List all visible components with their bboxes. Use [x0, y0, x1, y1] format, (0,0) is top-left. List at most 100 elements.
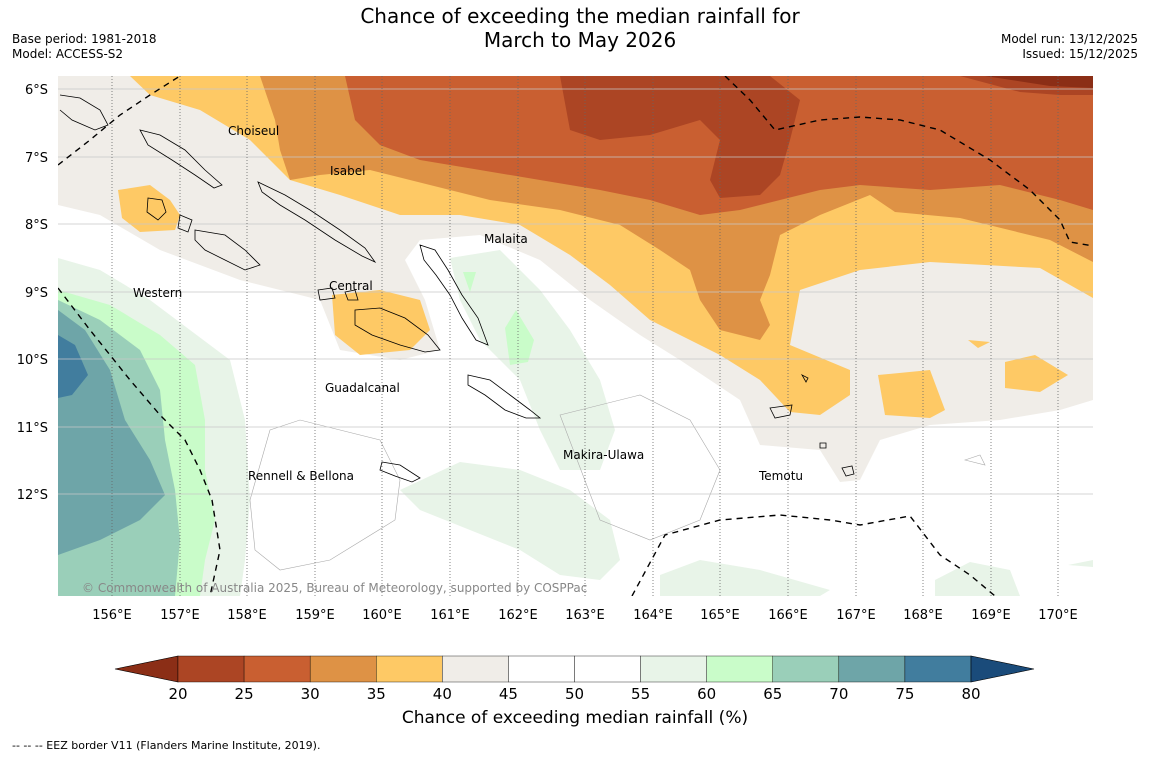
lon-label: 160°E	[362, 608, 402, 623]
band-35-40-east1	[878, 370, 945, 418]
island-makira	[467, 374, 542, 419]
lat-label: 11°S	[17, 421, 48, 436]
colorbar-tick-label: 30	[301, 685, 320, 703]
island-santa-cruz	[769, 404, 793, 419]
band-below-20	[985, 76, 1093, 88]
colorbar-segment	[508, 655, 575, 683]
label-temotu: Temotu	[758, 469, 803, 483]
label-makira: Makira-Ulawa	[563, 448, 644, 462]
island-reef	[800, 374, 809, 383]
band-55-60-se3	[1068, 560, 1093, 567]
model-run: Model run: 13/12/2025	[1000, 32, 1138, 46]
colorbar-segment	[574, 655, 641, 683]
colorbar-tick-label: 70	[829, 685, 848, 703]
island-rendova	[194, 229, 261, 271]
colorbar-extend-low	[114, 655, 179, 683]
label-isabel: Isabel	[330, 164, 365, 178]
colorbar-tick-label: 55	[631, 685, 650, 703]
island-malaita	[419, 244, 489, 346]
lon-label: 166°E	[768, 608, 808, 623]
colorbar-segment	[772, 655, 840, 683]
lon-labels: 156°E 157°E 158°E 159°E 160°E 161°E 162°…	[92, 608, 1078, 623]
lon-label: 163°E	[565, 608, 605, 623]
region-labels: Choiseul Isabel Malaita Western Central …	[133, 124, 803, 483]
band-55-60-south	[400, 462, 620, 580]
map-area: Choiseul Isabel Malaita Western Central …	[58, 76, 1093, 596]
lat-label: 6°S	[25, 83, 48, 98]
meta-left: Base period: 1981-2018 Model: ACCESS-S2	[12, 32, 157, 62]
lon-label: 169°E	[971, 608, 1011, 623]
colorbar-tick-label: 65	[763, 685, 782, 703]
lon-label: 165°E	[700, 608, 740, 623]
lon-label: 159°E	[295, 608, 335, 623]
band-35-40-east2	[1005, 355, 1068, 392]
lat-labels: 6°S 7°S 8°S 9°S 10°S 11°S 12°S	[17, 83, 48, 503]
colorbar-segment	[640, 655, 707, 683]
island-vella	[177, 214, 193, 233]
lon-label: 158°E	[227, 608, 267, 623]
meta-right: Model run: 13/12/2025 Issued: 15/12/2025	[1001, 32, 1138, 62]
lon-label: 162°E	[498, 608, 538, 623]
band-55-60-malaita	[450, 250, 615, 470]
label-central: Central	[329, 279, 373, 293]
lat-gridlines	[58, 88, 1093, 495]
island-guadalcanal	[354, 307, 441, 353]
colorbar-segment	[904, 655, 972, 683]
colorbar-tick-label: 35	[367, 685, 386, 703]
band-75-80-west	[58, 335, 88, 398]
lon-label: 168°E	[903, 608, 943, 623]
eez-footnote: -- -- -- EEZ border V11 (Flanders Marine…	[12, 739, 321, 752]
island-anuta	[819, 442, 827, 449]
contour-lines	[249, 394, 986, 571]
lon-label: 164°E	[633, 608, 673, 623]
colorbar-tick-label: 75	[895, 685, 914, 703]
label-guadalcanal: Guadalcanal	[325, 381, 400, 395]
colorbar-tick-label: 80	[961, 685, 980, 703]
colorbar-tick-label: 45	[499, 685, 518, 703]
colorbar-segment	[177, 655, 245, 683]
coastlines	[59, 94, 855, 483]
lat-label: 7°S	[25, 151, 48, 166]
model-name: Model: ACCESS-S2	[12, 47, 124, 61]
colorbar-segment	[376, 655, 443, 683]
band-35-40-central	[332, 290, 430, 355]
lon-label: 157°E	[160, 608, 200, 623]
colorbar-tick-label: 40	[433, 685, 452, 703]
colorbar-segment	[243, 655, 311, 683]
lat-label: 9°S	[25, 286, 48, 301]
eez-border	[58, 76, 1093, 596]
colorbar-segment	[706, 655, 773, 683]
band-35-40-western	[118, 185, 180, 232]
colorbar-tick-label: 20	[168, 685, 187, 703]
lon-label: 156°E	[92, 608, 132, 623]
island-tikopia	[841, 465, 855, 477]
label-malaita: Malaita	[484, 232, 528, 246]
map-title: Chance of exceeding the median rainfall …	[300, 4, 860, 52]
colorbar-tick-label: 50	[565, 685, 584, 703]
label-western: Western	[133, 286, 182, 300]
label-rennell: Rennell & Bellona	[248, 469, 354, 483]
colorbar: 20 25 30 35 40 45 50 55 60 65 70 75 80	[114, 655, 1035, 703]
island-rennell	[379, 461, 421, 483]
lon-label: 167°E	[836, 608, 876, 623]
colorbar-tick-label: 60	[697, 685, 716, 703]
island-isabel	[257, 181, 377, 263]
lat-label: 10°S	[17, 353, 48, 368]
lat-label: 12°S	[17, 488, 48, 503]
band-35-40-east3	[968, 340, 990, 348]
lon-label: 170°E	[1038, 608, 1078, 623]
colorbar-segment	[442, 655, 509, 683]
band-55-60-se1	[660, 560, 830, 596]
colorbar-label: Chance of exceeding median rainfall (%)	[401, 708, 749, 728]
band-60-65-b	[463, 272, 476, 292]
island-central	[317, 287, 359, 301]
colorbar-segment	[838, 655, 906, 683]
band-20-25-a	[560, 76, 800, 198]
colorbar-tick-label: 25	[235, 685, 254, 703]
island-bougainville	[59, 94, 109, 131]
island-choiseul	[139, 129, 223, 189]
lat-label: 8°S	[25, 218, 48, 233]
colorbar-segment	[309, 655, 377, 683]
label-choiseul: Choiseul	[228, 124, 279, 138]
